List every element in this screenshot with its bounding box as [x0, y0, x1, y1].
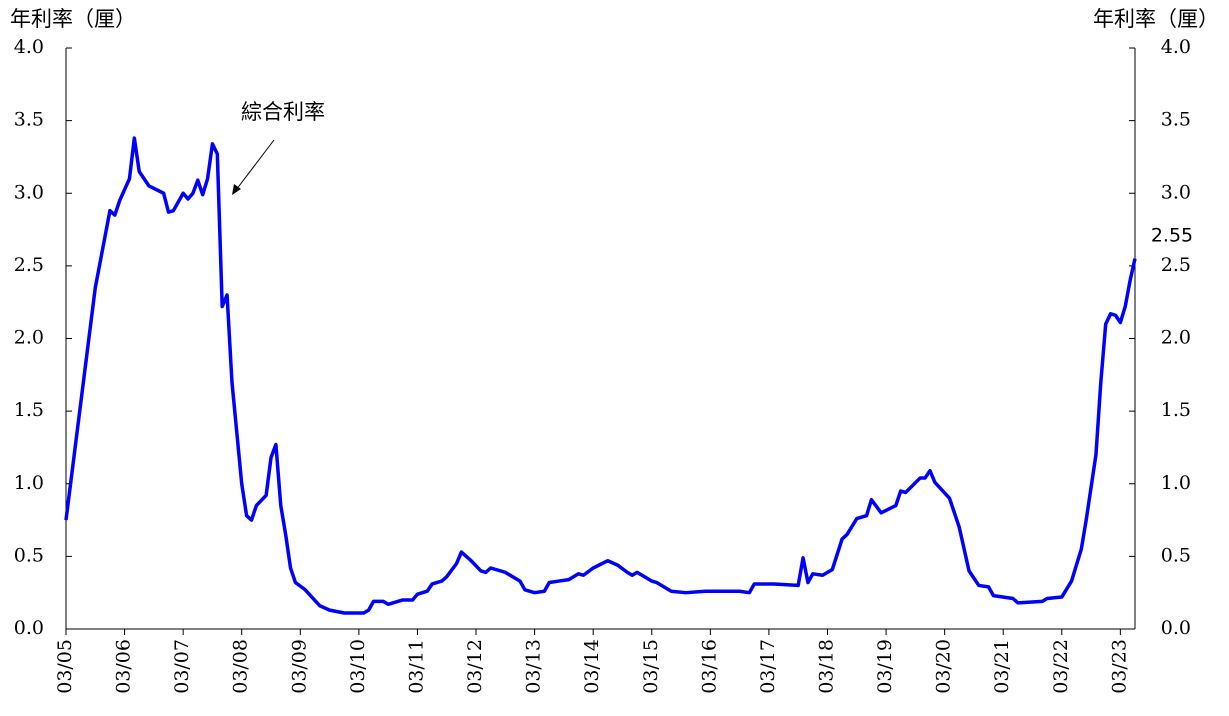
y-axis-label: 年利率（厘）	[10, 7, 136, 31]
y-tick-label: 1.0	[14, 472, 44, 494]
x-tick-label: 03/18	[815, 639, 837, 694]
x-tick-label: 03/22	[1050, 639, 1072, 694]
x-tick-label: 03/20	[933, 639, 955, 694]
end-label: 2.55	[1151, 225, 1193, 247]
y2-tick-label: 2.5	[1161, 254, 1191, 276]
y2-tick-label: 0.0	[1161, 617, 1191, 639]
x-tick-label: 03/10	[347, 639, 369, 694]
x-tick-label: 03/17	[757, 639, 779, 694]
y-tick-label: 2.0	[14, 327, 44, 349]
x-tick-label: 03/08	[230, 639, 252, 694]
x-tick-label: 03/19	[874, 639, 896, 694]
series-line	[64, 136, 1137, 615]
arrow-head	[232, 184, 241, 195]
x-tick-label: 03/09	[288, 639, 310, 694]
y2-tick-label: 1.5	[1161, 399, 1191, 421]
y2-tick-label: 0.5	[1161, 544, 1191, 566]
x-tick-label: 03/05	[54, 639, 76, 694]
x-tick-label: 03/13	[523, 639, 545, 694]
y-tick-label: 0.5	[14, 544, 44, 566]
y-tick-label: 3.5	[14, 109, 44, 131]
y2-axis-label: 年利率（厘）	[1093, 7, 1219, 31]
x-tick-label: 03/11	[405, 639, 427, 694]
annotation-arrow	[235, 139, 275, 191]
x-tick-label: 03/14	[581, 639, 603, 694]
y-tick-label: 2.5	[14, 254, 44, 276]
y2-tick-label: 3.5	[1161, 109, 1191, 131]
y2-tick-label: 2.0	[1161, 327, 1191, 349]
annotation: 綜合利率	[241, 100, 325, 124]
x-tick-label: 03/23	[1108, 639, 1130, 694]
y2-tick-label: 1.0	[1161, 472, 1191, 494]
y2-tick-label: 4.0	[1161, 36, 1191, 58]
y-tick-label: 4.0	[14, 36, 44, 58]
y-tick-label: 0.0	[14, 617, 44, 639]
y-tick-label: 3.0	[14, 181, 44, 203]
x-tick-label: 03/12	[464, 639, 486, 694]
x-tick-label: 03/16	[698, 639, 720, 694]
x-tick-label: 03/06	[113, 639, 135, 694]
x-tick-label: 03/07	[171, 639, 193, 694]
y2-tick-label: 3.0	[1161, 181, 1191, 203]
y-tick-label: 1.5	[14, 399, 44, 421]
x-tick-label: 03/15	[640, 639, 662, 694]
x-tick-label: 03/21	[991, 639, 1013, 694]
